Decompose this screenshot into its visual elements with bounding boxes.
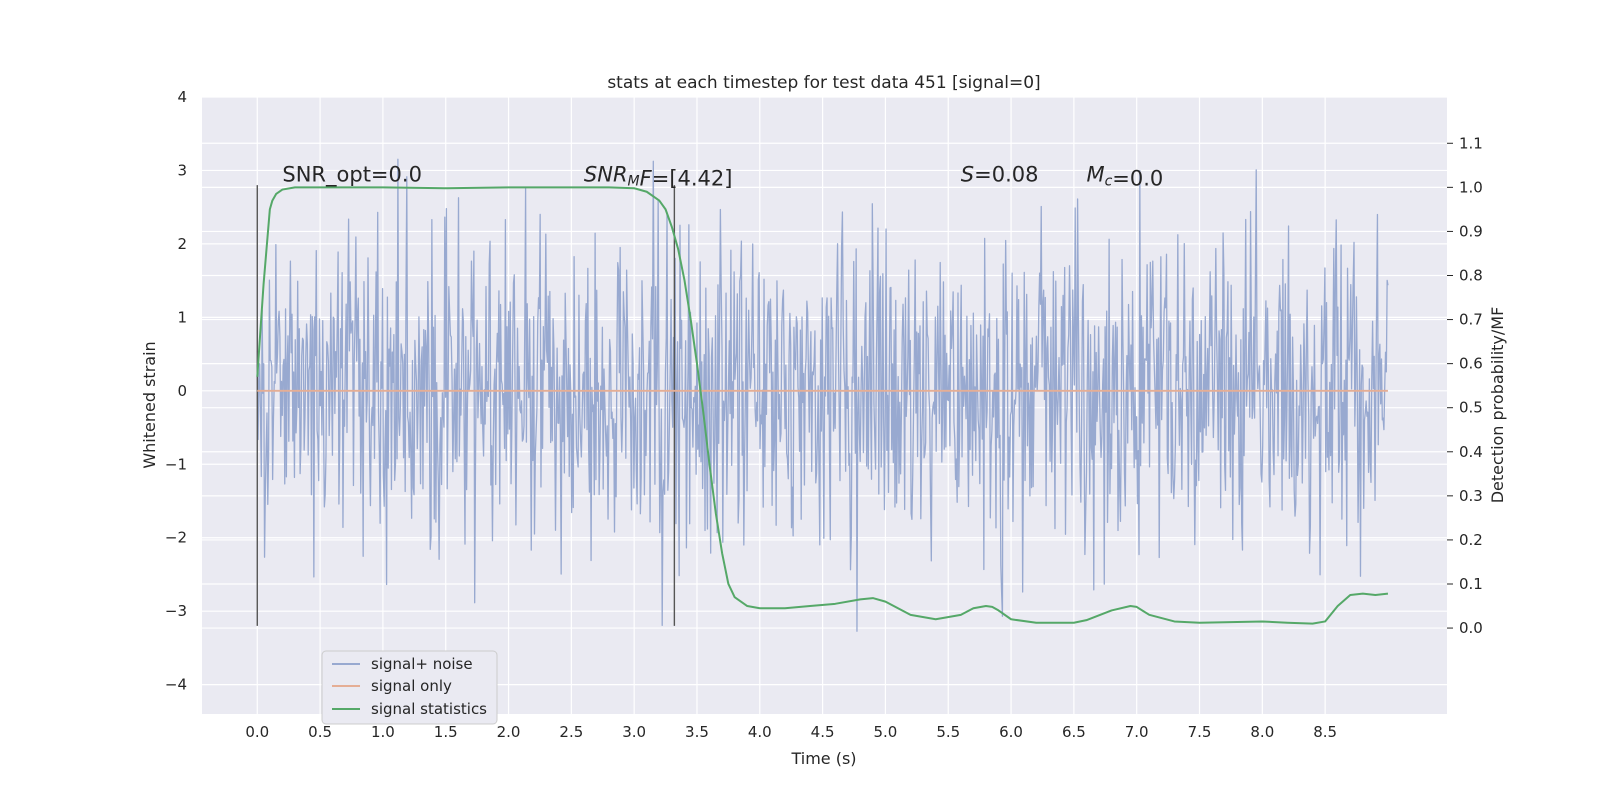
- signal-statistics-line: [256, 186, 1389, 625]
- x-tick-label: 5.0: [874, 723, 898, 741]
- y2-tick-label: 1.0: [1459, 178, 1483, 196]
- y2-tick-label: 0.9: [1459, 222, 1483, 240]
- x-tick-label: 1.0: [371, 723, 395, 741]
- annotation-part: =0.08: [974, 162, 1038, 186]
- x-tick-label: 3.5: [685, 723, 709, 741]
- y2-tick-label: 0.2: [1459, 531, 1483, 549]
- x-tick-label: 6.5: [1062, 723, 1086, 741]
- vertical-lines: [256, 185, 676, 626]
- annotation-part: SNR_opt=0.0: [282, 162, 422, 187]
- y2-tick-label: 0.8: [1459, 266, 1483, 284]
- y2-tick-label: 0.0: [1459, 619, 1483, 637]
- y-tick-label: 4: [177, 88, 187, 106]
- annotation-part: c: [1105, 173, 1113, 189]
- annotation: SNR_opt=0.0: [282, 162, 422, 187]
- x-axis-title: Time (s): [790, 749, 856, 768]
- x-tick-label: 3.0: [622, 723, 646, 741]
- x-tick-label: 5.5: [936, 723, 960, 741]
- x-tick-label: 0.0: [245, 723, 269, 741]
- x-tick-label: 2.5: [559, 723, 583, 741]
- annotation: S=0.08: [961, 162, 1039, 186]
- noise-line: [256, 158, 1389, 632]
- y2-tick-label: 0.1: [1459, 575, 1483, 593]
- x-tick-label: 7.5: [1188, 723, 1212, 741]
- x-tick-labels: 0.0 0.5 1.0 1.5 2.0 2.5 3.0 3.5 4.0 4.5 5.0 5.5 6.0 6…: [245, 723, 1337, 741]
- y-tick-label: 3: [177, 161, 187, 179]
- y2-tick-label: 0.7: [1459, 311, 1483, 329]
- x-tick-label: 2.0: [497, 723, 521, 741]
- chart-title: stats at each timestep for test data 451…: [607, 73, 1040, 93]
- annotation-part: =0.0: [1112, 166, 1163, 190]
- x-tick-label: 7.0: [1125, 723, 1149, 741]
- annotation-part: SNR: [584, 162, 628, 186]
- y2-tick-label: 0.6: [1459, 355, 1483, 373]
- x-tick-label: 0.5: [308, 723, 332, 741]
- x-tick-label: 4.0: [748, 723, 772, 741]
- legend: signal+ noise signal only signal statist…: [321, 650, 498, 725]
- annotation: Mc=0.0: [1086, 162, 1163, 190]
- x-tick-label: 1.5: [434, 723, 458, 741]
- annotation-part: M: [628, 173, 640, 189]
- y2-axis-title: Detection probability/MF: [1488, 307, 1507, 504]
- y-axis-title: Whitened strain: [140, 341, 159, 468]
- annotation-part: =[4.42]: [652, 166, 733, 190]
- y-tick-label: 1: [177, 308, 187, 326]
- noise-series: [256, 158, 1389, 632]
- y-tick-labels: −4 −3 −2 −1 0 1 2 3 4: [165, 88, 187, 694]
- y-tick-label: 2: [177, 235, 187, 253]
- annotation-part: S: [961, 162, 974, 186]
- legend-box: [321, 650, 498, 725]
- y2-tick-label: 0.5: [1459, 399, 1483, 417]
- annotation-part: M: [1086, 162, 1104, 186]
- y-tick-label: −4: [165, 676, 187, 694]
- annotations: SNR_opt=0.0 SNRMF=[4.42] S=0.08 Mc=0.0: [282, 162, 1163, 190]
- signal-statistics-series: [256, 186, 1389, 625]
- y-tick-label: 0: [177, 382, 187, 400]
- legend-label-noise: signal+ noise: [371, 655, 473, 673]
- y2-tick-labels: 0.0 0.1 0.2 0.3 0.4 0.5 0.6 0.7 0.8 0.9 1.0 1.1: [1447, 134, 1483, 637]
- y-tick-label: −2: [165, 529, 187, 547]
- y-tick-label: −1: [165, 455, 187, 473]
- y2-tick-label: 0.3: [1459, 487, 1483, 505]
- x-tick-label: 6.0: [999, 723, 1023, 741]
- legend-label-signal-statistics: signal statistics: [371, 700, 487, 718]
- y2-tick-label: 0.4: [1459, 443, 1483, 461]
- annotation-part: F: [640, 166, 653, 190]
- annotation: SNRMF=[4.42]: [584, 162, 733, 190]
- x-tick-label: 8.5: [1313, 723, 1337, 741]
- y2-tick-label: 1.1: [1459, 134, 1483, 152]
- x-tick-label: 8.0: [1250, 723, 1274, 741]
- legend-label-signal-only: signal only: [371, 677, 452, 695]
- x-tick-label: 4.5: [811, 723, 835, 741]
- y-tick-label: −3: [165, 602, 187, 620]
